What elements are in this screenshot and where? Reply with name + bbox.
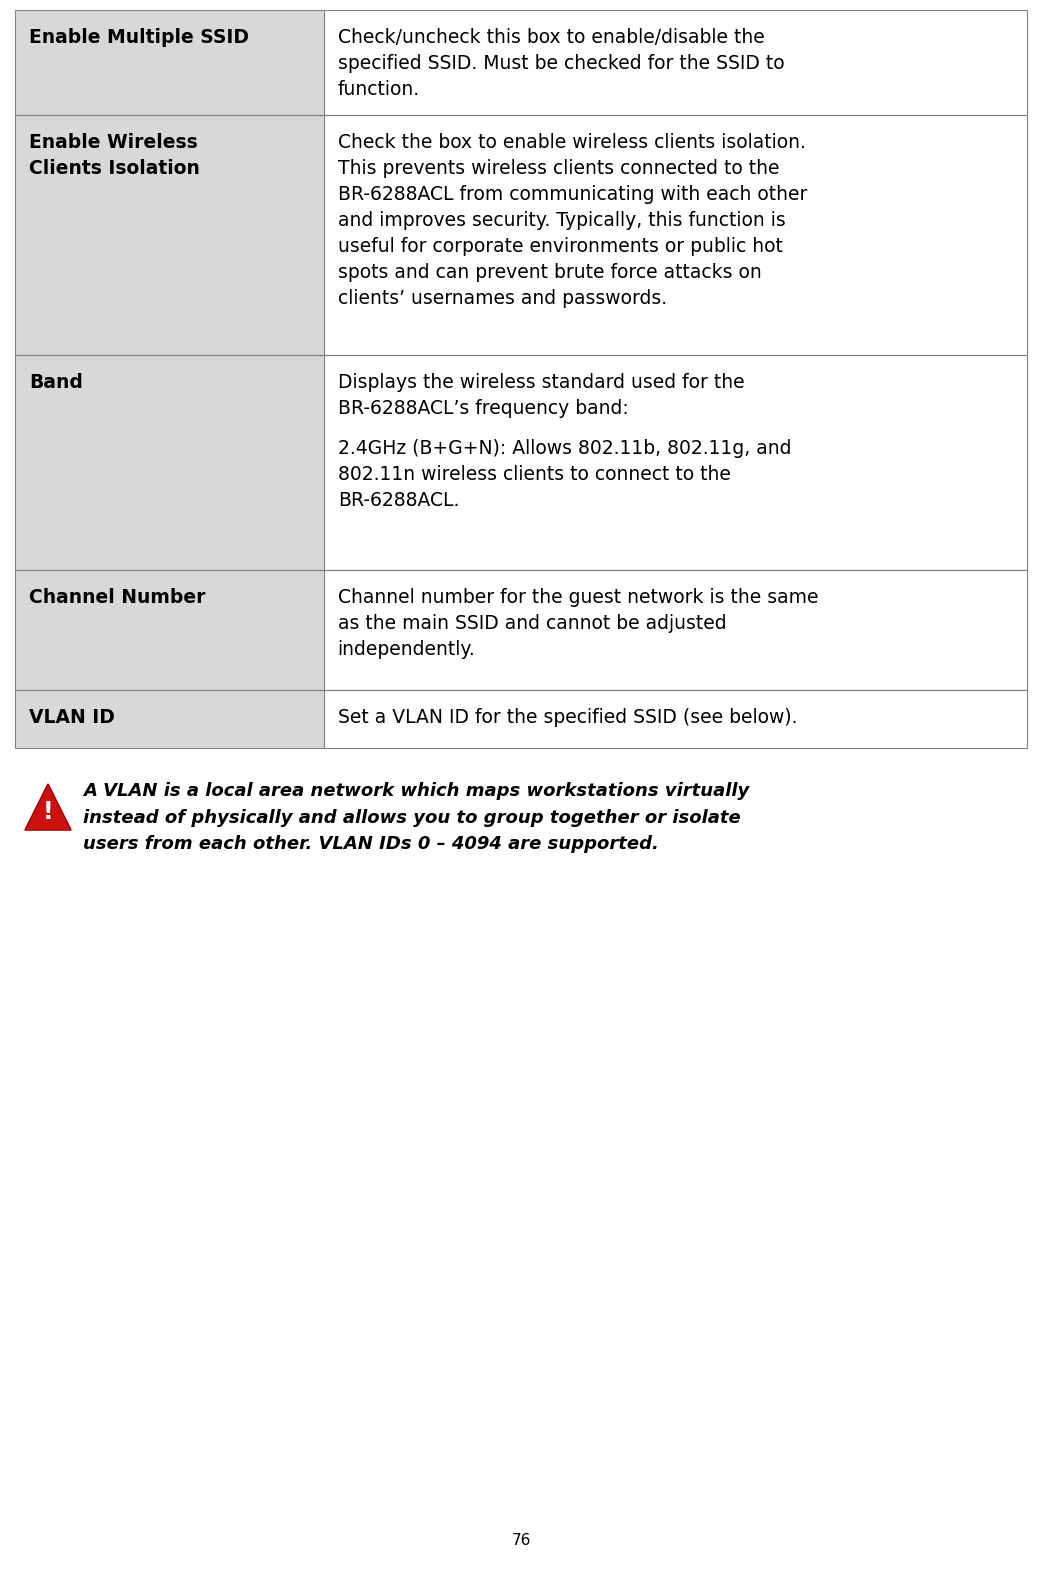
Polygon shape <box>25 783 71 831</box>
Bar <box>15 691 324 749</box>
Bar <box>15 115 324 355</box>
Bar <box>15 569 324 691</box>
Bar <box>324 691 1027 749</box>
Text: Set a VLAN ID for the specified SSID (see below).: Set a VLAN ID for the specified SSID (se… <box>338 708 797 727</box>
Text: Clients Isolation: Clients Isolation <box>29 159 200 178</box>
Text: as the main SSID and cannot be adjusted: as the main SSID and cannot be adjusted <box>338 613 726 632</box>
Text: Channel Number: Channel Number <box>29 588 205 607</box>
Text: 2.4GHz (B+G+N): Allows 802.11b, 802.11g, and: 2.4GHz (B+G+N): Allows 802.11b, 802.11g,… <box>338 439 791 458</box>
Text: instead of physically and allows you to group together or isolate: instead of physically and allows you to … <box>83 809 741 827</box>
Bar <box>324 355 1027 569</box>
Text: Check the box to enable wireless clients isolation.: Check the box to enable wireless clients… <box>338 134 805 153</box>
Text: BR-6288ACL’s frequency band:: BR-6288ACL’s frequency band: <box>338 400 628 418</box>
Bar <box>15 9 324 115</box>
Text: BR-6288ACL.: BR-6288ACL. <box>338 491 460 510</box>
Text: function.: function. <box>338 80 420 99</box>
Text: spots and can prevent brute force attacks on: spots and can prevent brute force attack… <box>338 263 762 282</box>
Text: independently.: independently. <box>338 640 475 659</box>
Text: Channel number for the guest network is the same: Channel number for the guest network is … <box>338 588 818 607</box>
Text: clients’ usernames and passwords.: clients’ usernames and passwords. <box>338 289 667 308</box>
Text: Check/uncheck this box to enable/disable the: Check/uncheck this box to enable/disable… <box>338 28 765 47</box>
Text: This prevents wireless clients connected to the: This prevents wireless clients connected… <box>338 159 779 178</box>
Text: useful for corporate environments or public hot: useful for corporate environments or pub… <box>338 238 783 256</box>
Text: users from each other. VLAN IDs 0 – 4094 are supported.: users from each other. VLAN IDs 0 – 4094… <box>83 835 659 853</box>
Text: 76: 76 <box>512 1534 530 1548</box>
Text: Band: Band <box>29 373 83 392</box>
Bar <box>324 9 1027 115</box>
Text: Enable Multiple SSID: Enable Multiple SSID <box>29 28 249 47</box>
Text: VLAN ID: VLAN ID <box>29 708 115 727</box>
Text: BR-6288ACL from communicating with each other: BR-6288ACL from communicating with each … <box>338 186 808 204</box>
Text: 802.11n wireless clients to connect to the: 802.11n wireless clients to connect to t… <box>338 466 730 484</box>
Text: Enable Wireless: Enable Wireless <box>29 134 198 153</box>
Bar <box>15 355 324 569</box>
Bar <box>324 569 1027 691</box>
Text: A VLAN is a local area network which maps workstations virtually: A VLAN is a local area network which map… <box>83 782 749 801</box>
Text: specified SSID. Must be checked for the SSID to: specified SSID. Must be checked for the … <box>338 53 785 72</box>
Text: Displays the wireless standard used for the: Displays the wireless standard used for … <box>338 373 744 392</box>
Bar <box>324 115 1027 355</box>
Text: !: ! <box>43 801 53 824</box>
Text: and improves security. Typically, this function is: and improves security. Typically, this f… <box>338 211 786 230</box>
